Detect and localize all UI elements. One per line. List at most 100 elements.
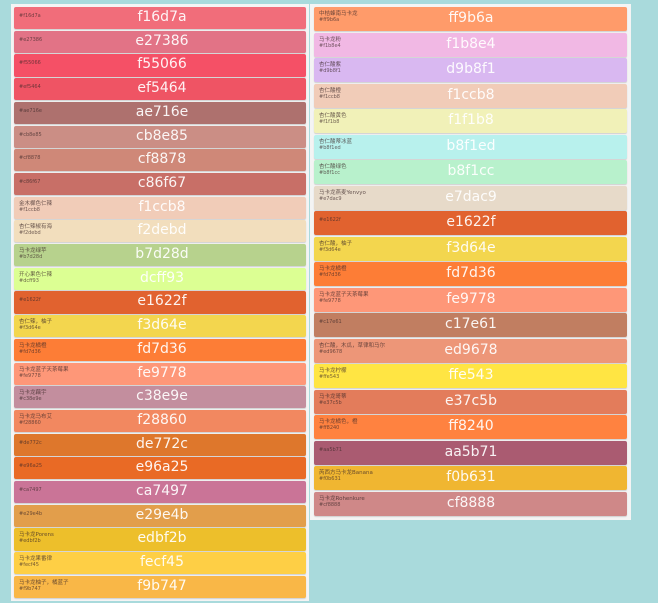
swatch-name: 杏仁酸，柚子 [319,240,353,247]
swatch-name: 杏仁酸紫 [319,62,342,68]
swatch-name: 马卡龙粉 [319,36,342,43]
swatch-code: #ca7497 [19,487,42,493]
swatch-hex: e37c5b [445,392,497,409]
swatch-code: #f1b8e4 [319,42,341,49]
swatch-hex: f3d64e [137,317,187,334]
color-swatch: 金木樨色仁辣 #f1ccb8 f1ccb8 [14,196,306,219]
swatch-code: #fe9778 [19,372,41,379]
swatch-hex: f1b8e4 [446,35,496,52]
swatch-hex: f1ccb8 [138,198,186,215]
swatch-name: 马卡龙Rohenkure [319,495,365,502]
color-swatch: 杏仁辣椒有海 #f2debd f2debd [14,220,306,243]
swatch-hex: f16d7a [137,9,187,26]
swatch-hex: fd7d36 [446,265,496,281]
swatch-hex: b8f1cc [447,163,495,179]
color-swatch: 马卡龙橘色，橙 #ff8240 ff8240 [314,415,627,439]
swatch-code: #ef5464 [19,84,41,91]
swatch-hex: c17e61 [445,316,497,332]
swatch-code: #ed9678 [319,348,343,355]
swatch-code: #d9b8f1 [319,68,341,74]
swatch-hex: ae716e [135,103,189,120]
swatch-code: #fd7d36 [319,272,341,278]
swatch-hex: ca7497 [136,483,188,500]
swatch-name: 中桔蜂南马卡龙 [319,11,358,17]
swatch-code: #e1622f [319,217,341,223]
color-swatch: 马卡龙蓝子天茶莓果 #fe9778 fe9778 [314,287,627,312]
swatch-hex: f0b631 [446,469,496,485]
swatch-code: #e29e4b [19,510,43,517]
color-swatch: 杏仁酸蒂冰蓝 #b8f1ed b8f1ed [314,134,627,159]
swatch-hex: e1622f [446,214,496,230]
swatch-hex: d9b8f1 [446,61,496,77]
swatch-code: #ff9b6a [319,17,340,23]
swatch-hex: f1f1b8 [448,112,494,128]
swatch-name: 马卡龙蓝子天茶莓果 [19,366,69,373]
swatch-code: #e37c5b [319,399,342,406]
swatch-name: 金木樨色仁辣 [19,200,53,207]
color-swatch: #c86f67 c86f67 [14,172,306,196]
swatch-code: #ff8240 [319,425,340,431]
color-swatch: 中桔蜂南马卡龙 #ff9b6a ff9b6a [314,7,627,31]
color-swatch: 杏仁辣，柚子 #f3d64e f3d64e [14,315,306,338]
color-swatch: #cb8e85 cb8e85 [14,125,306,148]
color-swatch: 马卡龙藕宇 #c38e9e c38e9e [14,386,306,409]
swatch-code: #f55066 [19,60,41,67]
swatch-code: #b7d28d [19,254,43,260]
swatch-name: 马卡龙藕宇 [19,390,47,397]
color-swatch: 马卡龙橘橙 #fd7d36 fd7d36 [314,262,627,286]
swatch-code: #f1ccb8 [19,206,40,213]
swatch-hex: e29e4b [135,506,189,523]
swatch-code: #e7dac9 [319,195,342,202]
color-swatch: #e1622f e1622f [14,291,306,314]
color-swatch: 杏仁酸绿色 #b8f1cc b8f1cc [314,160,627,184]
swatch-name: 马卡龙绿苹 [19,248,47,254]
swatch-hex: c86f67 [137,174,187,191]
swatch-name: 杏仁辣，柚子 [19,319,53,326]
color-swatch: 杏仁酸橙 #f1ccb8 f1ccb8 [314,83,627,108]
color-swatch: 马卡龙柚子，橘蓝子 #f9b747 f9b747 [14,575,306,598]
swatch-hex: ff8240 [448,418,494,434]
swatch-code: #b8f1cc [319,170,340,176]
swatch-code: #fe9778 [319,297,341,304]
swatch-code: #de772c [19,439,42,446]
color-swatch: #f55066 f55066 [14,54,306,77]
swatch-hex: c38e9e [136,388,188,405]
swatch-hex: fecf45 [140,554,184,571]
swatch-hex: edbf2b [137,530,187,547]
swatch-hex: cb8e85 [136,127,188,144]
swatch-name: 芮西方马卡龙Banana [319,470,373,476]
color-swatch: 马卡龙Rohenkure #cf8888 cf8888 [314,491,627,516]
swatch-code: #aa5b71 [319,446,343,453]
swatch-hex: fe9778 [446,290,496,307]
swatch-hex: ed9678 [444,341,498,358]
swatch-hex: de772c [136,435,188,452]
swatch-hex: f9b747 [137,577,187,594]
color-swatch: 杏仁酸，柚子 #f3d64e f3d64e [314,236,627,261]
color-swatch: #cf8878 cf8878 [14,149,306,172]
color-swatch: #f16d7a f16d7a [14,7,306,30]
color-swatch: #e1622f e1622f [314,211,627,235]
swatch-name: 马卡龙柠檬 [319,368,347,374]
swatch-code: #fecf45 [19,562,39,569]
swatch-code: #cb8e85 [19,131,42,138]
swatch-name: 马卡龙哥蒂 [319,393,347,400]
swatch-code: #f2debd [19,230,41,237]
swatch-hex: f1ccb8 [447,86,495,103]
color-swatch: #e27386 e27386 [14,30,306,53]
swatch-name: 开心果色仁辣 [19,271,53,278]
swatch-code: #ffe543 [319,374,340,380]
swatch-code: #f3d64e [19,325,41,332]
swatch-code: #f1f1b8 [319,119,340,125]
swatch-name: 马卡龙柚子，橘蓝子 [19,579,69,586]
swatch-name: 杏仁酸，木瓜，草律和马尔 [319,342,386,349]
color-swatch: 马卡龙橘橙 #fd7d36 fd7d36 [14,338,306,361]
color-swatch: #e96a25 e96a25 [14,457,306,480]
swatch-hex: e27386 [135,32,189,49]
swatch-hex: e7dac9 [445,188,497,205]
swatch-name: 杏仁酸橙 [319,87,342,94]
color-swatch: #c17e61 c17e61 [314,313,627,337]
swatch-hex: f3d64e [446,239,496,256]
swatch-code: #f16d7a [19,13,41,19]
swatch-name: 马卡龙橘色，橙 [319,419,358,425]
swatch-hex: aa5b71 [444,443,498,460]
